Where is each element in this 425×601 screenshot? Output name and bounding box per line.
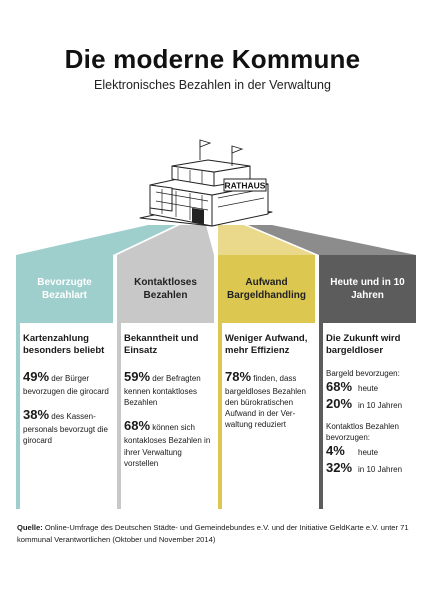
rathaus-illustration: RATHAUS: [16, 139, 416, 255]
stat-row: 32% in 10 Jahren: [326, 460, 414, 477]
stat-value: 68%: [124, 418, 151, 434]
ray-yellow: [218, 225, 315, 255]
column-4: Die Zukunft wird bargeldloser Bargeld be…: [326, 333, 414, 477]
column-divider-yellow: [218, 323, 222, 509]
column-divider-teal: [16, 323, 20, 509]
stat-item: 59% der Befragten kennen kontaktloses Be…: [124, 368, 212, 409]
stat-value: 78%: [225, 368, 252, 384]
column-heading: Bekanntheit und Einsatz: [124, 333, 199, 357]
stat-text: können sich kontakloses Bezahlen in ihre…: [124, 423, 211, 468]
ray-light-gray: [117, 225, 214, 255]
column-divider-dark-gray: [319, 323, 323, 509]
stat-text: der Bürger bevorzugen die girocard: [23, 373, 109, 396]
stat-row: 4% heute: [326, 443, 414, 460]
page-title: Die moderne Kommune: [64, 44, 361, 74]
column-heading: Weniger Aufwand, mehr Effizienz: [225, 333, 308, 357]
source-note: Quelle: Online-Umfrage des Deutschen Stä…: [17, 522, 412, 546]
stat-text: der Befragten kennen kontaktloses Bezahl…: [124, 373, 201, 408]
group-label-kontaktlos: Kontaktlos Bezahlen bevorzugen:: [326, 421, 399, 442]
column-heading: Die Zukunft wird bargeldloser: [326, 333, 401, 357]
column-divider-light-gray: [117, 323, 121, 509]
stat-text: des Kassen-personals bevorzugt die giroc…: [23, 412, 108, 446]
category-box-kontaktloses-bezahlen: Kontaktloses Bezahlen: [117, 255, 214, 323]
stat-text: heute: [358, 383, 379, 393]
column-heading: Kartenzahlung besonders beliebt: [23, 333, 105, 357]
column-1: Kartenzahlung besonders beliebt 49% der …: [23, 333, 111, 456]
stat-text: in 10 Jahren: [358, 400, 403, 410]
stat-value: 49%: [23, 368, 50, 384]
stat-item: 49% der Bürger bevorzugen die girocard: [23, 368, 111, 397]
stat-row: 20% in 10 Jahren: [326, 396, 414, 413]
stat-row: 68% heute: [326, 379, 414, 396]
stat-value: 59%: [124, 368, 151, 384]
stat-value: 32%: [326, 459, 353, 475]
stat-value: 4%: [326, 443, 345, 459]
page-subtitle: Elektronisches Bezahlen in der Verwaltun…: [94, 78, 331, 92]
column-3: Weniger Aufwand, mehr Effizienz 78% find…: [225, 333, 313, 440]
stat-item: 68% können sich kontakloses Bezahlen in …: [124, 417, 212, 469]
stat-item: 78% finden, dass bargeldloses Bezahlen d…: [225, 368, 313, 431]
category-box-aufwand: Aufwand Bargeldhandling: [218, 255, 315, 323]
stat-text: finden, dass bargeldloses Bezahlen den b…: [225, 373, 306, 430]
source-label: Quelle:: [17, 523, 43, 532]
rathaus-sign-text: RATHAUS: [225, 181, 266, 191]
stat-text: heute: [358, 448, 379, 458]
ray-teal: [16, 225, 176, 255]
stat-item: 38% des Kassen-personals bevorzugt die g…: [23, 406, 111, 447]
rathaus-sign: RATHAUS: [223, 178, 267, 192]
category-box-heute-und-in-10-jahren: Heute und in 10 Jahren: [319, 255, 416, 323]
category-box-bevorzugte-bezahlart: Bevorzugte Bezahlart: [16, 255, 113, 323]
group-label-bargeld: Bargeld bevorzugen:: [326, 368, 400, 378]
stat-value: 38%: [23, 407, 50, 423]
ray-dark-gray: [248, 225, 416, 255]
stat-text: in 10 Jahren: [358, 464, 403, 474]
stat-value: 20%: [326, 395, 353, 411]
source-text: Online-Umfrage des Deutschen Städte- und…: [17, 523, 409, 544]
stat-value: 68%: [326, 378, 353, 394]
column-2: Bekanntheit und Einsatz 59% der Befragte…: [124, 333, 212, 478]
